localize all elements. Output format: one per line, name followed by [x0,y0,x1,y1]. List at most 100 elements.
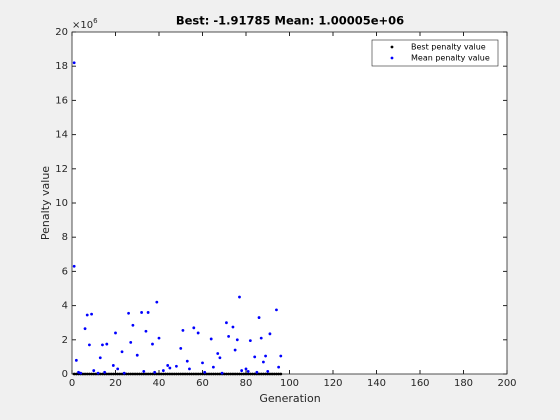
y-multiplier-base: ×10 [72,20,93,31]
point [135,353,139,357]
point [164,372,167,376]
point [161,369,165,372]
point [216,372,220,376]
point [279,354,283,358]
point [107,372,111,376]
point [90,372,93,376]
point [122,371,126,375]
point [257,372,261,376]
point [88,343,91,347]
point [268,372,272,376]
y-tick-label: 12 [55,164,68,175]
point [253,372,257,376]
point [142,372,146,376]
point [229,372,233,376]
point [101,372,104,376]
point [131,372,135,376]
point [207,372,211,376]
point [144,372,148,376]
point [77,370,80,374]
point [92,372,96,376]
point [266,372,270,376]
point [233,348,237,352]
point [109,372,113,376]
point [272,372,276,376]
x-tick-label: 200 [497,378,516,389]
point [159,372,163,376]
point [157,336,161,340]
legend-label: Best penalty value [411,43,486,52]
point [214,372,217,376]
point [96,371,100,375]
point [264,372,267,376]
point [181,328,185,332]
point [105,342,109,346]
point [79,371,83,375]
point [161,372,165,376]
point [98,372,102,376]
x-axis-label: Generation [259,392,320,405]
point [218,356,222,360]
point [151,372,154,376]
x-tick-label: 60 [196,378,209,389]
point [209,372,213,376]
legend-box [371,39,499,67]
x-tick-label: 40 [153,378,166,389]
point [194,372,198,376]
point [190,372,194,376]
point [172,372,176,376]
point [235,338,239,342]
y-tick-label: 10 [55,198,68,209]
point [94,372,98,376]
point [225,321,228,325]
axes-box [71,31,508,375]
point [166,372,170,376]
point [103,370,107,374]
point [111,372,115,376]
x-tick-label: 180 [454,378,473,389]
point [85,313,89,317]
point [242,372,246,376]
point [90,312,93,316]
point [88,372,91,376]
point [227,372,231,376]
x-tick-label: 0 [69,378,75,389]
point [151,342,154,346]
point [155,372,159,376]
point [72,264,76,268]
point [83,327,87,331]
point [205,372,209,376]
point [203,370,207,374]
point [175,372,178,376]
x-tick-label: 120 [323,378,342,389]
point [168,366,172,370]
point [101,343,104,347]
point [131,323,135,327]
point [111,364,115,367]
point [257,316,261,319]
point [244,372,248,376]
point [277,372,281,376]
point [185,359,189,363]
point [135,372,139,376]
point [216,352,220,355]
point [196,331,200,335]
point [238,372,241,376]
point [222,372,226,376]
point [118,372,122,376]
point [268,332,272,336]
point [81,372,85,376]
point [124,372,128,376]
point [201,372,204,376]
point [120,372,124,376]
point [105,372,109,376]
point [270,372,274,376]
point [72,372,76,376]
y-tick-label: 4 [62,301,68,312]
x-tick-label: 100 [280,378,299,389]
point [142,370,146,373]
point [157,372,161,376]
point [220,371,224,375]
point [211,372,215,376]
point [244,367,248,371]
